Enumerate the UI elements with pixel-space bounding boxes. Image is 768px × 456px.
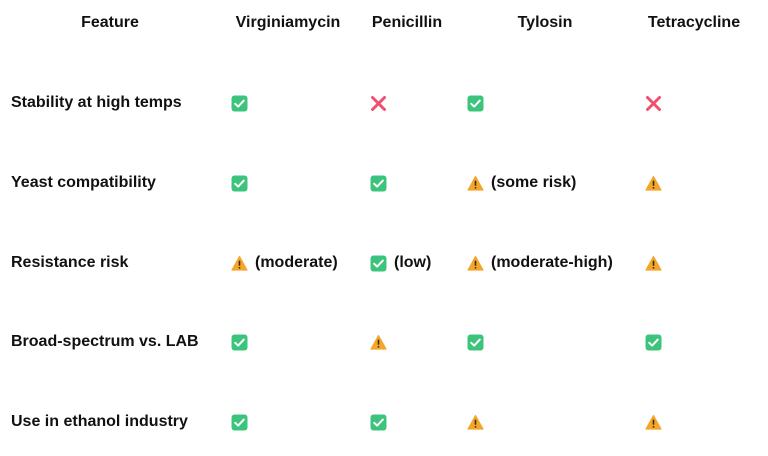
row-label: Use in ethanol industry (11, 413, 188, 430)
header-penicillin: Penicillin (371, 14, 443, 31)
cell-note: (low) (394, 254, 432, 271)
cell-note: (moderate) (255, 254, 338, 271)
row-label: Broad-spectrum vs. LAB (11, 333, 199, 350)
tetracycline-cell (645, 172, 662, 194)
check-icon (370, 414, 387, 431)
cell-note: (some risk) (491, 174, 577, 191)
header-virginiamycin: Virginiamycin (235, 14, 341, 31)
check-icon (231, 414, 248, 431)
row-label: Yeast compatibility (11, 174, 156, 191)
penicillin-cell (370, 92, 387, 114)
penicillin-cell (370, 411, 387, 433)
row-label: Stability at high temps (11, 94, 182, 111)
check-icon (370, 255, 387, 272)
penicillin-cell (370, 331, 387, 353)
cross-icon (370, 95, 387, 112)
check-icon (231, 175, 248, 192)
check-icon (645, 334, 662, 351)
tylosin-cell (467, 331, 484, 353)
penicillin-cell: (low) (370, 252, 431, 274)
header-feature: Feature (81, 14, 139, 31)
warning-icon (467, 175, 484, 192)
warning-icon (645, 175, 662, 192)
virginiamycin-cell (231, 92, 248, 114)
warning-icon (467, 414, 484, 431)
header-tetracycline: Tetracycline (647, 14, 741, 31)
cell-note: (moderate-high) (491, 254, 613, 271)
virginiamycin-cell (231, 411, 248, 433)
tylosin-cell (467, 92, 484, 114)
tetracycline-cell (645, 92, 662, 114)
virginiamycin-cell (231, 331, 248, 353)
warning-icon (231, 255, 248, 272)
check-icon (370, 175, 387, 192)
warning-icon (645, 414, 662, 431)
check-icon (467, 95, 484, 112)
tetracycline-cell (645, 411, 662, 433)
tylosin-cell: (some risk) (467, 172, 576, 194)
warning-icon (467, 255, 484, 272)
header-tylosin: Tylosin (517, 14, 573, 31)
warning-icon (645, 255, 662, 272)
virginiamycin-cell: (moderate) (231, 252, 338, 274)
virginiamycin-cell (231, 172, 248, 194)
check-icon (231, 334, 248, 351)
tylosin-cell (467, 411, 484, 433)
penicillin-cell (370, 172, 387, 194)
tetracycline-cell (645, 331, 662, 353)
check-icon (467, 334, 484, 351)
row-label: Resistance risk (11, 254, 129, 271)
check-icon (231, 95, 248, 112)
tylosin-cell: (moderate-high) (467, 252, 613, 274)
cross-icon (645, 95, 662, 112)
warning-icon (370, 334, 387, 351)
tetracycline-cell (645, 252, 662, 274)
